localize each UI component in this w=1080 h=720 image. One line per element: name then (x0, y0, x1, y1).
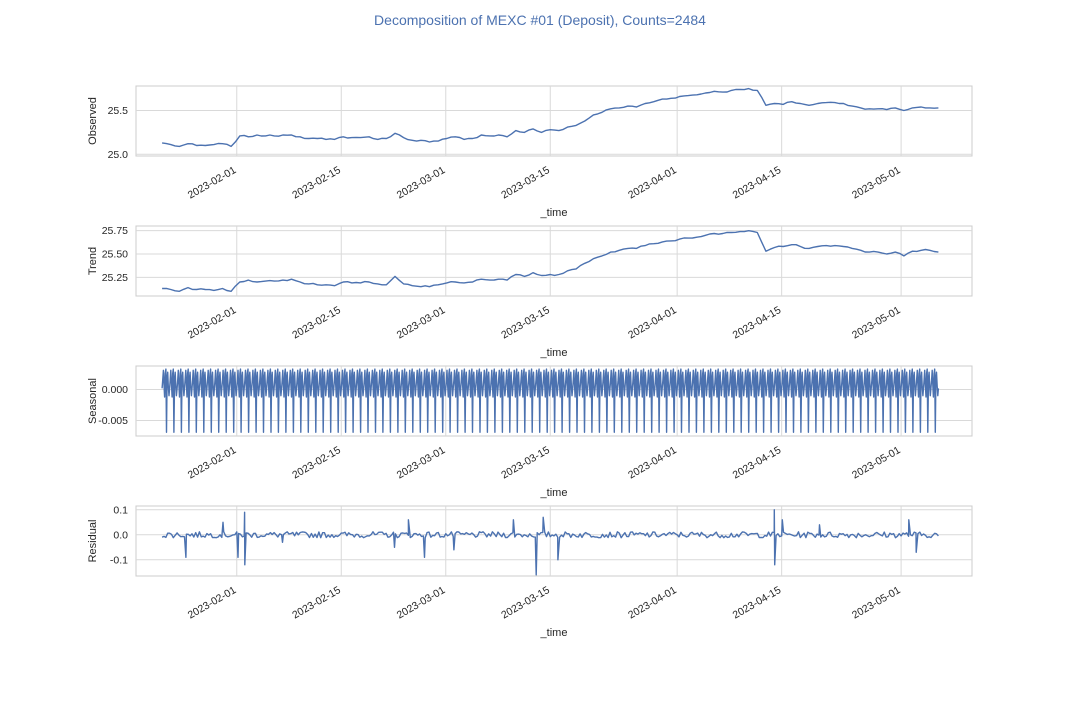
x-tick-label: 2023-02-01 (186, 444, 239, 481)
y-tick-label: 0.000 (102, 384, 128, 396)
x-tick-label: 2023-05-01 (850, 164, 903, 201)
x-tick-label: 2023-04-15 (731, 304, 784, 341)
panel-frame (135, 85, 973, 157)
x-tick-label: 2023-02-15 (290, 584, 343, 621)
y-tick-label: 25.50 (102, 249, 128, 261)
panel-observed: 2023-02-01 2023-02-15 2023-03-01 2023-03-15… (87, 85, 973, 219)
x-axis-label: _time (540, 347, 568, 359)
panel-trend: 2023-02-01 2023-02-15 2023-03-01 2023-03-15… (87, 225, 973, 359)
x-tick-label: 2023-02-15 (290, 164, 343, 201)
x-tick-label: 2023-04-01 (626, 444, 679, 481)
x-tick-label: 2023-05-01 (850, 584, 903, 621)
series-line-seasonal (161, 368, 940, 433)
y-tick-label: 25.25 (102, 272, 128, 284)
x-tick-label: 2023-05-01 (850, 304, 903, 341)
y-tick-label: -0.1 (110, 554, 128, 566)
x-tick-label: 2023-03-01 (395, 304, 448, 341)
y-axis-label: Seasonal (87, 378, 99, 424)
y-axis-label: Trend (87, 247, 99, 275)
y-tick-label: 25.0 (108, 149, 129, 161)
y-axis-label: Residual (87, 520, 99, 563)
x-tick-label: 2023-03-15 (499, 164, 552, 201)
x-tick-label: 2023-03-15 (499, 444, 552, 481)
x-tick-label: 2023-04-01 (626, 584, 679, 621)
x-tick-label: 2023-03-01 (395, 164, 448, 201)
y-tick-label: 25.75 (102, 225, 128, 237)
series-line-trend (162, 230, 939, 292)
series-line-observed (161, 87, 939, 148)
x-tick-label: 2023-05-01 (850, 444, 903, 481)
x-tick-label: 2023-03-15 (499, 304, 552, 341)
x-axis-label: _time (540, 487, 568, 499)
x-tick-label: 2023-03-15 (499, 584, 552, 621)
x-axis-label: _time (540, 627, 568, 639)
y-tick-label: 25.5 (108, 105, 129, 117)
panel-seasonal: 2023-02-01 2023-02-15 2023-03-01 2023-03-15… (87, 365, 973, 499)
x-tick-label: 2023-04-01 (626, 164, 679, 201)
panel-residual: 2023-02-01 2023-02-15 2023-03-01 2023-03-15… (87, 504, 973, 639)
x-tick-label: 2023-02-15 (290, 444, 343, 481)
x-tick-label: 2023-03-01 (395, 444, 448, 481)
x-tick-label: 2023-02-01 (186, 164, 239, 201)
panel-frame (135, 505, 973, 577)
x-tick-label: 2023-04-15 (731, 444, 784, 481)
x-tick-label: 2023-04-01 (626, 304, 679, 341)
x-tick-label: 2023-04-15 (731, 164, 784, 201)
series-line-residual (161, 509, 939, 576)
x-tick-label: 2023-04-15 (731, 584, 784, 621)
y-tick-label: 0.1 (113, 504, 128, 516)
x-tick-label: 2023-02-15 (290, 304, 343, 341)
y-tick-label: -0.005 (98, 415, 128, 427)
panel-frame (135, 225, 973, 297)
y-axis-label: Observed (87, 97, 99, 145)
x-tick-label: 2023-03-01 (395, 584, 448, 621)
chart-title: Decomposition of MEXC #01 (Deposit), Cou… (374, 12, 706, 28)
x-axis-label: _time (540, 207, 568, 219)
y-tick-label: 0.0 (113, 529, 128, 541)
x-tick-label: 2023-02-01 (186, 584, 239, 621)
x-tick-label: 2023-02-01 (186, 304, 239, 341)
